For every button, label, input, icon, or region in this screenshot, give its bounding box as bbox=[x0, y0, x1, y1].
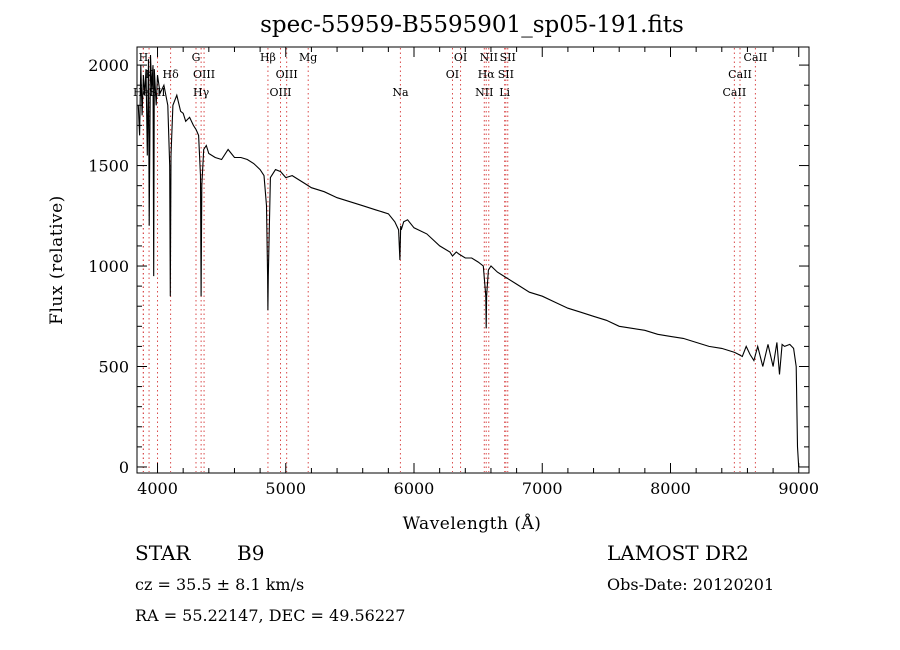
x-axis-title: Wavelength (Å) bbox=[403, 513, 542, 534]
plot-frame bbox=[136, 46, 810, 474]
line-marker-label-6: OIII bbox=[193, 68, 215, 81]
line-marker-label-14: OI bbox=[454, 51, 467, 64]
line-marker-label-16: Hα bbox=[478, 68, 496, 81]
line-marker-label-7: Hγ bbox=[193, 86, 210, 99]
line-marker-label-19: SII bbox=[500, 51, 516, 64]
coordinates: RA = 55.22147, DEC = 49.56227 bbox=[135, 606, 405, 625]
subclass: B9 bbox=[237, 541, 264, 565]
observation-date: Obs-Date: 20120201 bbox=[607, 575, 774, 594]
x-tick-label-3: 7000 bbox=[522, 479, 563, 498]
y-tick-label-3: 1500 bbox=[88, 157, 129, 176]
line-marker-label-18: SII bbox=[498, 68, 514, 81]
line-marker-label-21: CaII bbox=[723, 86, 747, 99]
spectrum-series-line bbox=[137, 54, 800, 468]
line-marker-label-13: OI bbox=[446, 68, 459, 81]
line-marker-label-15: NII bbox=[475, 86, 493, 99]
line-marker-label-4: Hδ bbox=[162, 68, 179, 81]
line-marker-label-11: Mg bbox=[299, 51, 317, 64]
y-axis: 0 500 1000 1500 2000 bbox=[88, 56, 809, 477]
line-marker-label-9: OIII bbox=[269, 86, 291, 99]
line-marker-label-23: CaII bbox=[744, 51, 768, 64]
line-marker-label-10: OIII bbox=[276, 68, 298, 81]
y-tick-label-1: 500 bbox=[98, 358, 129, 377]
x-tick-label-4: 8000 bbox=[650, 479, 691, 498]
y-tick-label-0: 0 bbox=[119, 458, 129, 477]
line-marker-group bbox=[142, 48, 756, 472]
line-marker-label-group: HeIHKSIIHδGOIIIHγHβOIIIOIIIMgNaOIOINIIHα… bbox=[133, 51, 767, 99]
line-marker-label-22: CaII bbox=[728, 68, 752, 81]
line-marker-label-12: Na bbox=[392, 86, 409, 99]
line-marker-label-17: NII bbox=[480, 51, 498, 64]
x-tick-label-5: 9000 bbox=[778, 479, 819, 498]
x-tick-label-1: 5000 bbox=[265, 479, 306, 498]
redshift-cz: cz = 35.5 ± 8.1 km/s bbox=[135, 575, 304, 594]
line-marker-label-1: H bbox=[139, 51, 149, 64]
y-axis-title: Flux (relative) bbox=[47, 195, 67, 325]
line-marker-label-5: G bbox=[192, 51, 201, 64]
object-type: STAR bbox=[135, 541, 191, 565]
survey-name: LAMOST DR2 bbox=[607, 541, 749, 565]
line-marker-label-20: Li bbox=[499, 86, 510, 99]
x-tick-label-2: 6000 bbox=[394, 479, 435, 498]
chart-title: spec-55959-B5595901_sp05-191.fits bbox=[260, 12, 684, 38]
y-tick-label-2: 1000 bbox=[88, 257, 129, 276]
x-tick-label-0: 4000 bbox=[137, 479, 178, 498]
y-tick-label-4: 2000 bbox=[88, 56, 129, 75]
x-axis: 4000 5000 6000 7000 8000 9000 bbox=[137, 47, 819, 498]
line-marker-label-2: K bbox=[145, 68, 154, 81]
line-marker-label-8: Hβ bbox=[260, 51, 276, 64]
